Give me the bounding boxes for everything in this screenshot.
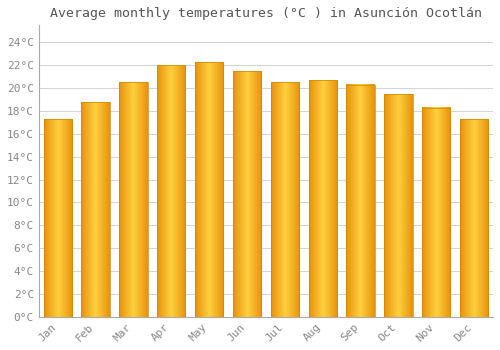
Bar	[270, 83, 299, 317]
Bar	[157, 65, 186, 317]
Bar	[119, 83, 148, 317]
Title: Average monthly temperatures (°C ) in Asunción Ocotlán: Average monthly temperatures (°C ) in As…	[50, 7, 482, 20]
Bar	[44, 119, 72, 317]
Bar	[195, 62, 224, 317]
Bar	[460, 119, 488, 317]
Bar	[422, 107, 450, 317]
Bar	[308, 80, 337, 317]
Bar	[233, 71, 261, 317]
Bar	[384, 94, 412, 317]
Bar	[346, 85, 375, 317]
Bar	[82, 102, 110, 317]
